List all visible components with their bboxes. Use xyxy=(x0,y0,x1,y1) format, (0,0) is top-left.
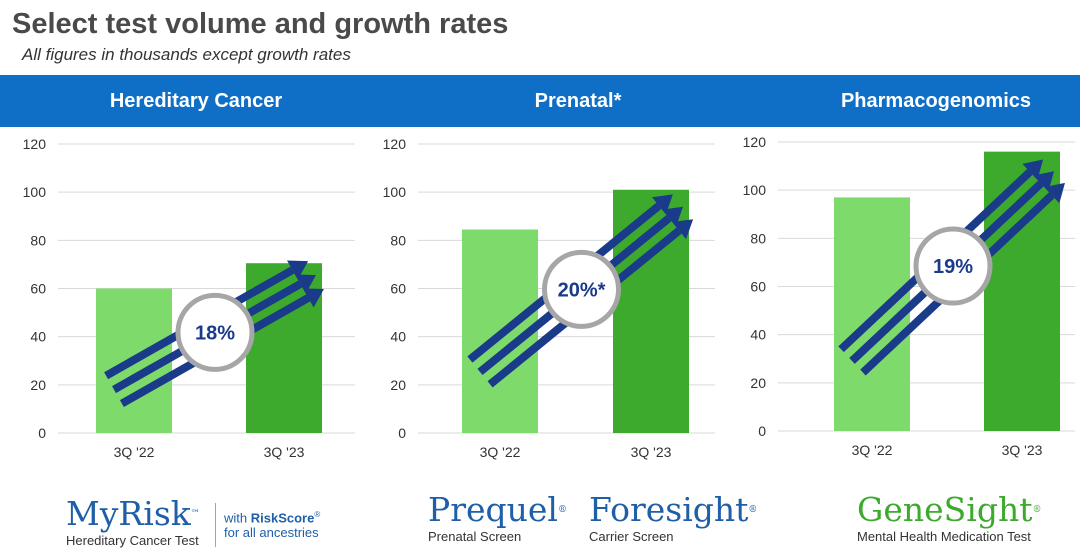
page-title: Select test volume and growth rates xyxy=(12,8,509,40)
growth-badge xyxy=(913,226,993,306)
genesight-logo: GeneSight® Mental Health Medication Test xyxy=(857,490,1042,545)
prequel-reg: ® xyxy=(557,505,567,515)
y-tick-label: 80 xyxy=(390,232,406,248)
foresight-logo-text: Foresight xyxy=(589,490,749,529)
riskscore-prefix: with xyxy=(224,510,248,526)
y-tick-label: 60 xyxy=(750,279,766,295)
growth-arrowhead xyxy=(672,219,694,240)
y-tick-label: 40 xyxy=(30,329,46,345)
riskscore-line2: for all ancestries xyxy=(224,525,319,541)
growth-label: 19% xyxy=(933,256,973,278)
prequel-logo: Prequel® Prenatal Screen xyxy=(428,490,567,545)
y-tick-label: 80 xyxy=(750,230,766,246)
y-tick-label: 80 xyxy=(30,232,46,248)
growth-label: 20%* xyxy=(558,279,606,301)
y-tick-label: 20 xyxy=(750,375,766,391)
foresight-logo: Foresight® Carrier Screen xyxy=(589,490,758,545)
y-tick-label: 0 xyxy=(398,425,406,441)
myrisk-divider xyxy=(215,503,216,547)
panel-title-pharmacogenomics: Pharmacogenomics xyxy=(840,90,1032,112)
y-tick-label: 20 xyxy=(390,377,406,393)
y-tick-label: 0 xyxy=(758,423,766,439)
growth-badge xyxy=(175,292,255,372)
genesight-subtitle: Mental Health Medication Test xyxy=(857,529,1031,544)
panel-title-hereditary-cancer: Hereditary Cancer xyxy=(109,90,283,112)
foresight-reg: ® xyxy=(748,505,758,515)
y-tick-label: 60 xyxy=(30,281,46,297)
x-tick-label: 3Q '22 xyxy=(852,442,893,458)
y-tick-label: 100 xyxy=(23,184,47,200)
growth-arrowhead xyxy=(287,260,309,280)
x-tick-label: 3Q '23 xyxy=(264,444,305,460)
y-tick-label: 100 xyxy=(383,184,407,200)
growth-arrowhead xyxy=(651,194,673,215)
growth-badge xyxy=(542,249,621,329)
y-tick-label: 120 xyxy=(383,136,407,152)
riskscore-brand: RiskScore xyxy=(250,510,315,526)
y-tick-label: 120 xyxy=(23,136,47,152)
x-tick-label: 3Q '22 xyxy=(480,444,521,460)
riskscore-reg: ® xyxy=(314,510,321,519)
chart-hereditary-cancer: 0 20 40 60 80 100 120 3Q '22 3Q '23 18% xyxy=(23,136,355,460)
panel-title-prenatal: Prenatal* xyxy=(534,90,622,112)
genesight-logo-text: GeneSight xyxy=(857,490,1033,529)
y-tick-label: 40 xyxy=(750,327,766,343)
genesight-reg: ® xyxy=(1032,505,1042,515)
x-tick-label: 3Q '22 xyxy=(114,444,155,460)
myrisk-logo-text: MyRisk xyxy=(66,494,191,533)
prequel-logo-text: Prequel xyxy=(428,490,558,529)
y-tick-label: 20 xyxy=(30,377,46,393)
growth-arrowhead xyxy=(302,288,324,308)
x-tick-label: 3Q '23 xyxy=(1002,442,1043,458)
myrisk-tm: ™ xyxy=(190,509,200,519)
chart-prenatal: 0 20 40 60 80 100 120 3Q '22 3Q '23 20%* xyxy=(383,136,715,460)
y-tick-label: 60 xyxy=(390,281,406,297)
foresight-subtitle: Carrier Screen xyxy=(589,529,674,544)
y-tick-label: 40 xyxy=(390,329,406,345)
riskscore-tagline: with RiskScore® for all ancestries xyxy=(224,507,320,540)
y-tick-label: 100 xyxy=(743,182,767,198)
myrisk-logo: MyRisk™ Hereditary Cancer Test xyxy=(66,494,200,549)
growth-arrowhead xyxy=(294,274,316,294)
growth-label: 18% xyxy=(195,322,235,344)
growth-arrowhead xyxy=(1044,182,1065,204)
y-tick-label: 120 xyxy=(743,134,767,150)
prequel-subtitle: Prenatal Screen xyxy=(428,529,522,544)
myrisk-subtitle: Hereditary Cancer Test xyxy=(66,533,199,548)
chart-pharmacogenomics: 0 20 40 60 80 100 120 3Q '22 3Q '23 19% xyxy=(743,134,1075,458)
growth-arrowhead xyxy=(662,206,683,227)
header-band: Hereditary Cancer Prenatal* Pharmacogeno… xyxy=(0,75,1080,127)
page-subtitle: All figures in thousands except growth r… xyxy=(22,45,351,64)
y-tick-label: 0 xyxy=(38,425,46,441)
x-tick-label: 3Q '23 xyxy=(631,444,672,460)
